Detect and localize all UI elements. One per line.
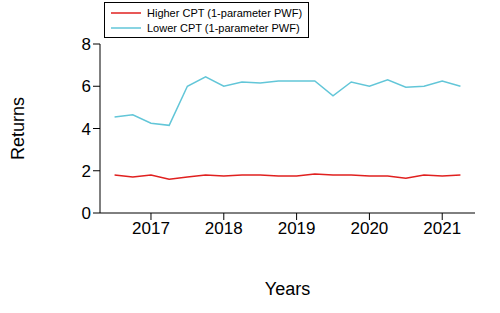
html-text:Lower CPT (1-parameter PWF): Lower CPT (1-parameter PWF)	[147, 21, 300, 34]
svg-text:4: 4	[82, 120, 91, 139]
svg-text:6: 6	[82, 77, 91, 96]
svg-text:2: 2	[82, 162, 91, 181]
svg-text:2020: 2020	[351, 219, 389, 238]
html-text:Higher CPT (1-parameter PWF): Higher CPT (1-parameter PWF)	[147, 6, 303, 19]
svg-text:Years: Years	[265, 279, 310, 299]
svg-text:2019: 2019	[278, 219, 316, 238]
svg-text:Returns: Returns	[8, 97, 28, 160]
svg-text:2018: 2018	[205, 219, 243, 238]
svg-text:0: 0	[82, 204, 91, 223]
svg-text:2021: 2021	[423, 219, 461, 238]
svg-text:2017: 2017	[132, 219, 170, 238]
svg-text:8: 8	[82, 35, 91, 54]
